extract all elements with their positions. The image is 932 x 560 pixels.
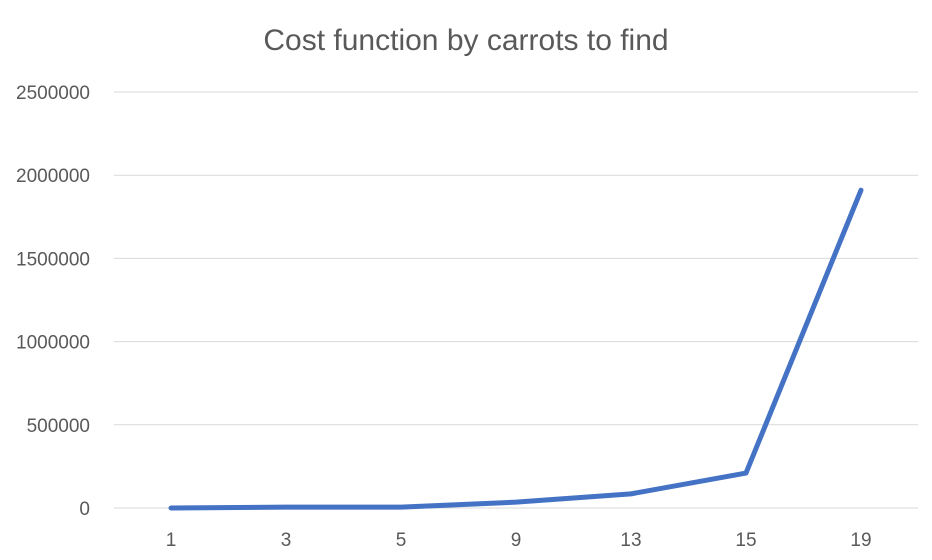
- x-tick-label: 15: [735, 530, 756, 551]
- x-tick-label: 1: [166, 530, 177, 551]
- y-tick-label: 2000000: [16, 166, 90, 187]
- x-axis-tick-labels: 1 3 5 9 13 15 19: [166, 530, 872, 551]
- x-tick-label: 13: [620, 530, 641, 551]
- y-tick-label: 1000000: [16, 333, 90, 354]
- y-tick-label: 2500000: [16, 83, 90, 104]
- x-tick-label: 19: [850, 530, 871, 551]
- y-tick-label: 0: [79, 499, 90, 520]
- series-group: [168, 187, 864, 511]
- y-tick-label: 500000: [27, 416, 90, 437]
- x-tick-label: 9: [511, 530, 522, 551]
- series-line: [168, 187, 864, 511]
- y-tick-label: 1500000: [16, 249, 90, 270]
- chart-title: Cost function by carrots to find: [263, 24, 668, 57]
- x-tick-label: 5: [396, 530, 407, 551]
- gridlines: [114, 91, 918, 509]
- y-axis-tick-labels: 0 500000 1000000 1500000 2000000 2500000: [16, 83, 90, 520]
- x-tick-label: 3: [281, 530, 292, 551]
